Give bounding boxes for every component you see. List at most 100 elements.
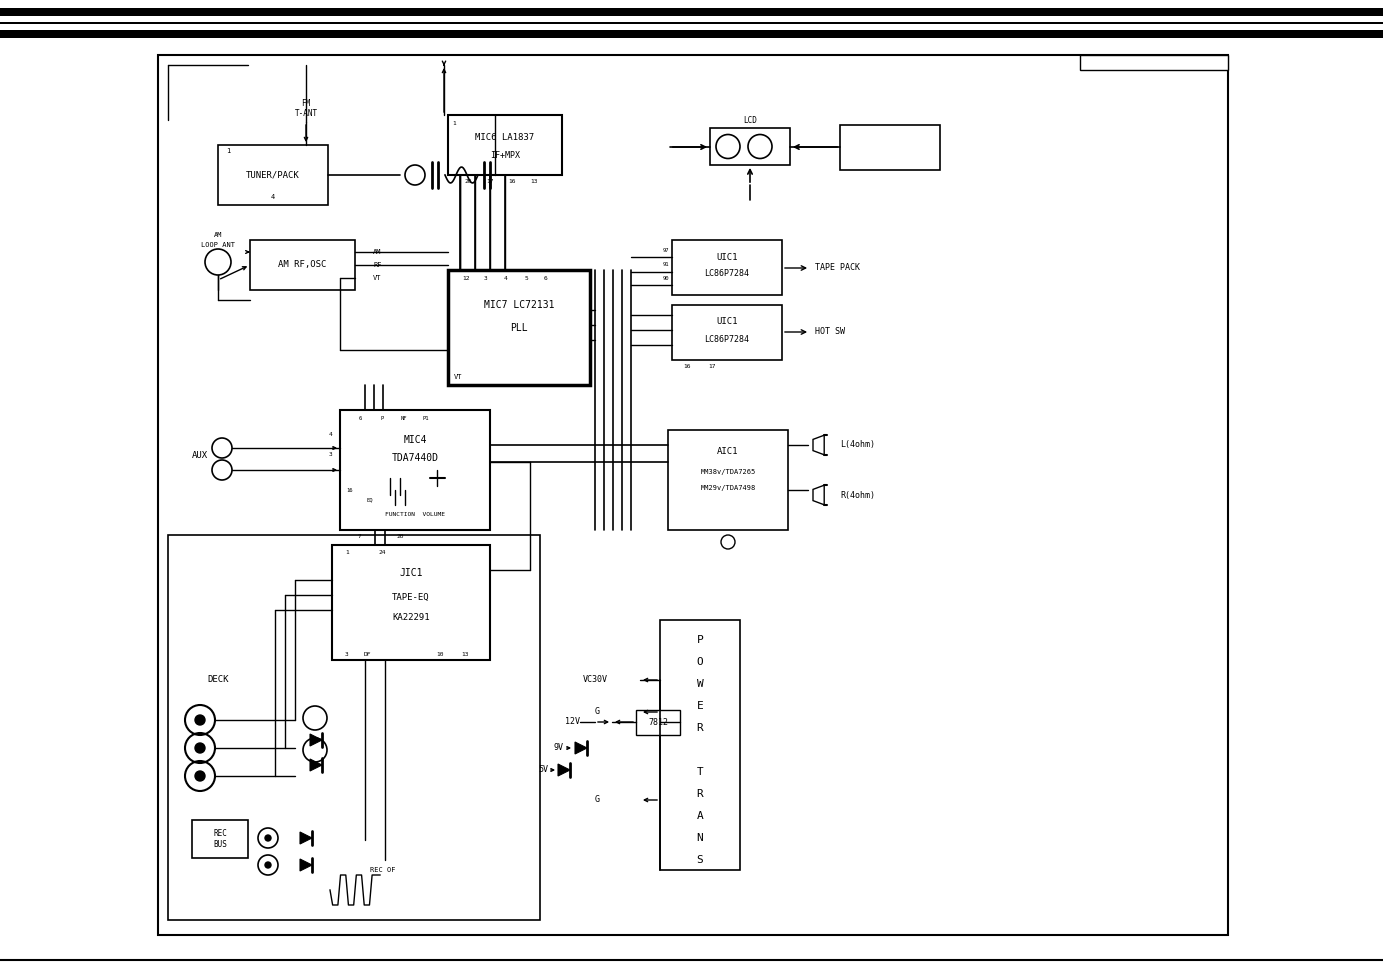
- Text: 3: 3: [328, 453, 332, 457]
- Text: 97: 97: [662, 247, 669, 253]
- Polygon shape: [310, 734, 322, 746]
- Circle shape: [195, 715, 205, 725]
- Text: 7812: 7812: [649, 718, 668, 727]
- Text: 13: 13: [462, 651, 469, 657]
- Text: FM: FM: [301, 99, 311, 108]
- Text: VT: VT: [454, 374, 462, 380]
- Text: UIC1: UIC1: [716, 253, 737, 262]
- Bar: [219, 145, 328, 205]
- Text: 90: 90: [662, 275, 669, 280]
- Bar: [636, 710, 680, 735]
- Text: P: P: [380, 416, 383, 421]
- Text: 1: 1: [225, 148, 230, 154]
- Circle shape: [266, 862, 271, 868]
- Text: LCD: LCD: [743, 115, 757, 124]
- Text: RF: RF: [373, 262, 382, 268]
- Text: 12V: 12V: [566, 717, 579, 727]
- Text: LOOP ANT: LOOP ANT: [201, 242, 235, 248]
- Bar: [660, 620, 740, 870]
- Text: PLL: PLL: [510, 323, 528, 333]
- Text: 10: 10: [436, 651, 444, 657]
- Text: DECK: DECK: [207, 675, 228, 684]
- Text: O: O: [697, 657, 704, 667]
- Polygon shape: [557, 764, 570, 776]
- Circle shape: [195, 743, 205, 753]
- Text: 4: 4: [328, 432, 332, 437]
- Text: T: T: [697, 767, 704, 777]
- Polygon shape: [575, 742, 586, 754]
- Text: 6: 6: [358, 416, 361, 421]
- Text: G: G: [595, 707, 600, 716]
- Text: TAPE PACK: TAPE PACK: [815, 264, 860, 272]
- Text: TDA7440D: TDA7440D: [391, 453, 438, 463]
- Text: A: A: [697, 811, 704, 821]
- Text: 5: 5: [524, 275, 528, 280]
- Text: REC
BUS: REC BUS: [213, 829, 227, 849]
- Bar: [332, 545, 490, 660]
- Text: AM RF,OSC: AM RF,OSC: [278, 261, 326, 269]
- Text: LC86P7284: LC86P7284: [704, 334, 750, 343]
- Text: T-ANT: T-ANT: [295, 109, 318, 117]
- Text: IF+MPX: IF+MPX: [490, 150, 520, 160]
- Text: TAPE-EQ: TAPE-EQ: [393, 592, 430, 602]
- Text: 3: 3: [484, 275, 488, 280]
- Text: 7: 7: [358, 534, 362, 539]
- Polygon shape: [310, 759, 322, 771]
- Circle shape: [266, 835, 271, 841]
- Text: P1: P1: [423, 416, 429, 421]
- Text: G: G: [595, 796, 600, 804]
- Bar: [709, 128, 790, 165]
- Bar: [668, 430, 788, 530]
- Text: VT: VT: [373, 275, 382, 281]
- Text: DF: DF: [364, 651, 371, 657]
- Text: R: R: [697, 723, 704, 733]
- Text: 16: 16: [508, 178, 516, 183]
- Text: MIC7 LC72131: MIC7 LC72131: [484, 300, 555, 310]
- Text: NF: NF: [401, 416, 407, 421]
- Text: MM38v/TDA7265: MM38v/TDA7265: [700, 469, 755, 475]
- Text: L(4ohm): L(4ohm): [839, 441, 875, 450]
- Text: 16: 16: [683, 363, 690, 368]
- Text: N: N: [697, 833, 704, 843]
- Circle shape: [195, 771, 205, 781]
- Bar: [0, 22, 1383, 24]
- Bar: [448, 115, 561, 175]
- Bar: [448, 270, 591, 385]
- Text: 16: 16: [347, 487, 353, 492]
- Text: MIC6 LA1837: MIC6 LA1837: [476, 133, 535, 141]
- Text: VC30V: VC30V: [584, 675, 609, 684]
- Text: AM: AM: [373, 249, 382, 255]
- Bar: [167, 535, 539, 920]
- Bar: [250, 240, 355, 290]
- Text: 5V: 5V: [538, 766, 548, 774]
- Text: MM29v/TDA7498: MM29v/TDA7498: [700, 485, 755, 491]
- Text: 91: 91: [662, 262, 669, 266]
- Text: P: P: [697, 635, 704, 645]
- Text: E: E: [697, 701, 704, 711]
- Text: UIC1: UIC1: [716, 318, 737, 327]
- Text: 6: 6: [544, 275, 548, 280]
- Text: FUNCTION  VOLUME: FUNCTION VOLUME: [384, 513, 445, 517]
- Text: REC OF: REC OF: [371, 867, 396, 873]
- Text: TUNER/PACK: TUNER/PACK: [246, 171, 300, 179]
- Text: EQ: EQ: [366, 497, 373, 503]
- Bar: [0, 30, 1383, 38]
- Bar: [192, 820, 248, 858]
- Polygon shape: [300, 832, 313, 844]
- Text: 12: 12: [462, 275, 470, 280]
- Text: 20: 20: [397, 534, 404, 539]
- Text: JIC1: JIC1: [400, 568, 423, 578]
- Text: 4: 4: [505, 275, 508, 280]
- Text: AM: AM: [214, 232, 223, 238]
- Bar: [672, 305, 781, 360]
- Text: 1: 1: [452, 120, 456, 126]
- Text: KA22291: KA22291: [393, 612, 430, 621]
- Text: 20: 20: [465, 178, 472, 183]
- Bar: [158, 55, 1228, 935]
- Text: 24: 24: [378, 550, 386, 555]
- Text: S: S: [697, 855, 704, 865]
- Text: AIC1: AIC1: [718, 448, 739, 456]
- Text: 17: 17: [708, 363, 716, 368]
- Text: 9V: 9V: [555, 743, 564, 753]
- Bar: [340, 410, 490, 530]
